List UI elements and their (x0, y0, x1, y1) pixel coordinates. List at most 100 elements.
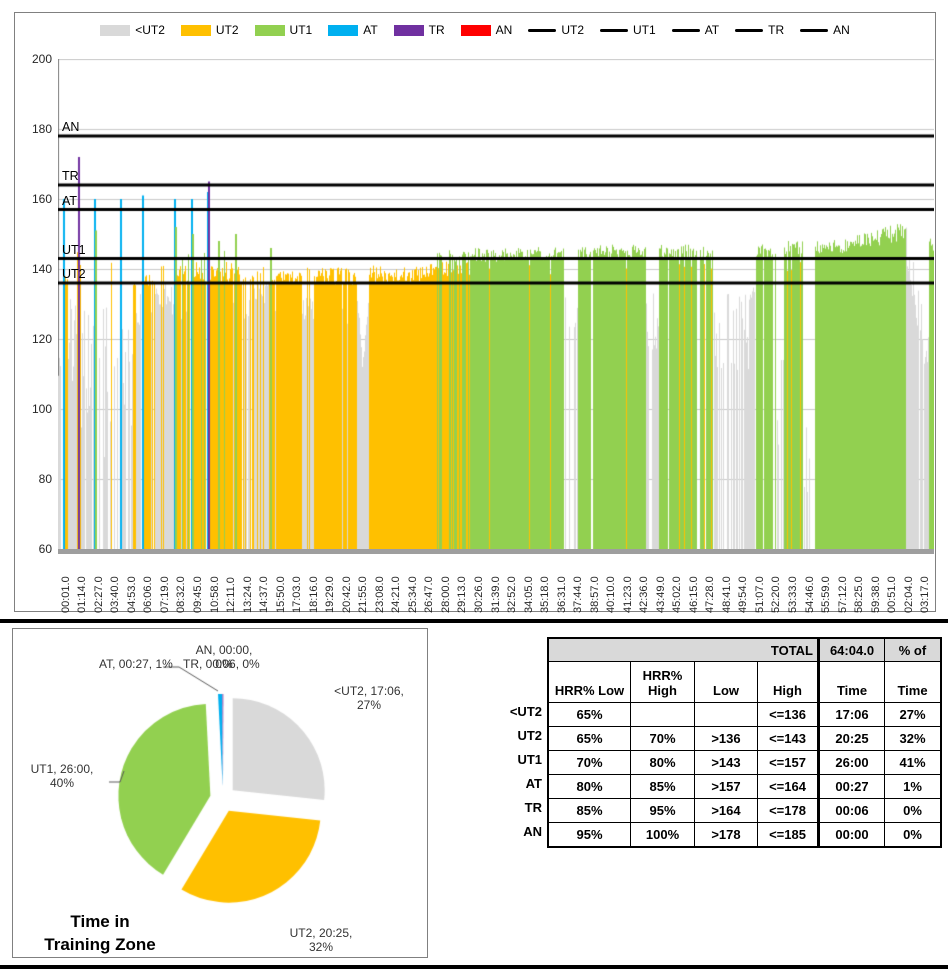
x-axis-label: 57:12.0 (836, 576, 849, 613)
legend-label: AN (833, 23, 850, 37)
legend-label: AT (363, 23, 378, 37)
x-axis-label: 14:37.0 (258, 576, 271, 613)
legend-label: <UT2 (135, 23, 165, 37)
x-axis-label: 34:05.0 (522, 576, 535, 613)
x-axis-label: 00:01.0 (59, 576, 72, 613)
legend-item: TR (735, 23, 784, 37)
table-cell: 0% (884, 798, 940, 822)
legend-line-UT2 (528, 28, 557, 32)
table-cell: <=143 (757, 726, 817, 750)
x-axis-label: 48:41.0 (720, 576, 733, 613)
x-axis-label: 20:42.0 (340, 576, 353, 613)
table-cell: 70% (630, 726, 694, 750)
x-axis-label: 58:25.0 (853, 576, 866, 613)
table-cell (630, 702, 694, 726)
x-axis-label: 21:55.0 (357, 576, 370, 613)
x-axis-label: 55:59.0 (820, 576, 833, 613)
x-axis-label: 15:50.0 (274, 576, 287, 613)
table-cell: 65% (549, 702, 630, 726)
table-cell: >178 (694, 822, 757, 846)
table-cell: 26:00 (817, 750, 884, 774)
legend-label: AT (704, 23, 720, 37)
x-axis-label: 02:04.0 (902, 576, 915, 613)
y-axis-label: 60 (38, 542, 52, 556)
legend-line-AT (671, 28, 700, 32)
table-cell: 41% (884, 750, 940, 774)
x-axis-label: 00:51.0 (886, 576, 899, 613)
y-axis-label: 120 (31, 332, 52, 346)
table-cell: 70% (549, 750, 630, 774)
legend-item: AN (800, 23, 850, 37)
y-axis-label: 100 (31, 402, 52, 416)
pie-label-an: AN, 00:00, 0% (195, 643, 253, 672)
table-cell: 85% (630, 774, 694, 798)
x-axis-label: 03:40.0 (109, 576, 122, 613)
legend-label: UT2 (215, 23, 239, 37)
x-axis-label: 29:13.0 (456, 576, 469, 613)
legend-item: AN (460, 23, 512, 37)
x-axis-label: 59:38.0 (869, 576, 882, 613)
legend-swatch-UT1 (254, 24, 285, 36)
threshold-label-TR: TR (62, 169, 79, 183)
legend-line-AN (800, 28, 829, 32)
x-axis-label: 40:10.0 (605, 576, 618, 613)
legend-label: UT1 (633, 23, 656, 37)
table-cell: 00:27 (817, 774, 884, 798)
table-cell: >143 (694, 750, 757, 774)
table-column-header: HRR% High (630, 661, 694, 702)
y-axis-label: 200 (31, 52, 52, 66)
table-cell: 27% (884, 702, 940, 726)
legend-swatch-UT2 (180, 24, 211, 36)
x-axis-label: 52:20.0 (770, 576, 783, 613)
table-cell: >157 (694, 774, 757, 798)
x-axis-label: 07:19.0 (158, 576, 171, 613)
x-axis-label: 41:23.0 (621, 576, 634, 613)
table-cell: 100% (630, 822, 694, 846)
table-cell: 1% (884, 774, 940, 798)
x-axis-label: 09:45.0 (191, 576, 204, 613)
table-cell: 20:25 (817, 726, 884, 750)
x-axis-label: 06:06.0 (142, 576, 155, 613)
hr-bars-plot (58, 59, 934, 549)
x-axis-label: 46:15.0 (687, 576, 700, 613)
x-axis-label: 28:00.0 (439, 576, 452, 613)
x-axis-label: 19:29.0 (324, 576, 337, 613)
zone-row-label: TR (524, 800, 542, 815)
x-axis-label: 31:39.0 (489, 576, 502, 613)
x-axis-label: 02:27.0 (92, 576, 105, 613)
table-cell: 0% (884, 822, 940, 846)
legend-label: UT1 (289, 23, 313, 37)
zone-row-label: <UT2 (509, 704, 542, 719)
zone-table: TOTAL 64:04.0% of HRR% Low HRR% High Low High… (547, 637, 942, 848)
x-axis-label: 53:33.0 (787, 576, 799, 613)
pie-label-ut1: UT1, 26:00, 40% (30, 762, 94, 791)
x-axis-label: 23:08.0 (373, 576, 386, 613)
x-axis-label: 35:18.0 (539, 576, 552, 613)
x-axis-label: 43:49.0 (654, 576, 667, 613)
x-axis-label: 25:34.0 (406, 576, 419, 613)
table-column-header: High (757, 661, 817, 702)
x-axis-label: 38:57.0 (588, 576, 601, 613)
legend-swatch-AN (460, 24, 491, 36)
table-cell: <=185 (757, 822, 817, 846)
section-divider (0, 965, 948, 969)
y-axis-label: 180 (31, 122, 52, 136)
threshold-label-UT2: UT2 (62, 267, 86, 281)
chart-legend: <UT2 UT2 UT1 AT TR AN UT2 UT1 AT TR AN (15, 23, 935, 37)
pie-label-at: AT, 00:27, 1% (99, 657, 173, 671)
x-axis-label: 32:52.0 (506, 576, 519, 613)
x-axis-label: 13:24.0 (241, 576, 254, 613)
legend-label: UT2 (561, 23, 585, 37)
legend-line-TR (735, 28, 764, 32)
legend-item: UT2 (528, 23, 584, 37)
table-column-header: Time (884, 661, 940, 702)
zone-row-labels: <UT2 UT2 UT1 AT TR AN (490, 700, 542, 844)
table-cell: 00:06 (817, 798, 884, 822)
table-cell: <=136 (757, 702, 817, 726)
y-axis-label: 140 (31, 262, 52, 276)
threshold-label-UT1: UT1 (62, 242, 86, 257)
pie-title: Time in Training Zone (44, 912, 156, 954)
time-in-zone-pie (13, 629, 425, 955)
table-cell: <=164 (757, 774, 817, 798)
table-cell: 65% (549, 726, 630, 750)
